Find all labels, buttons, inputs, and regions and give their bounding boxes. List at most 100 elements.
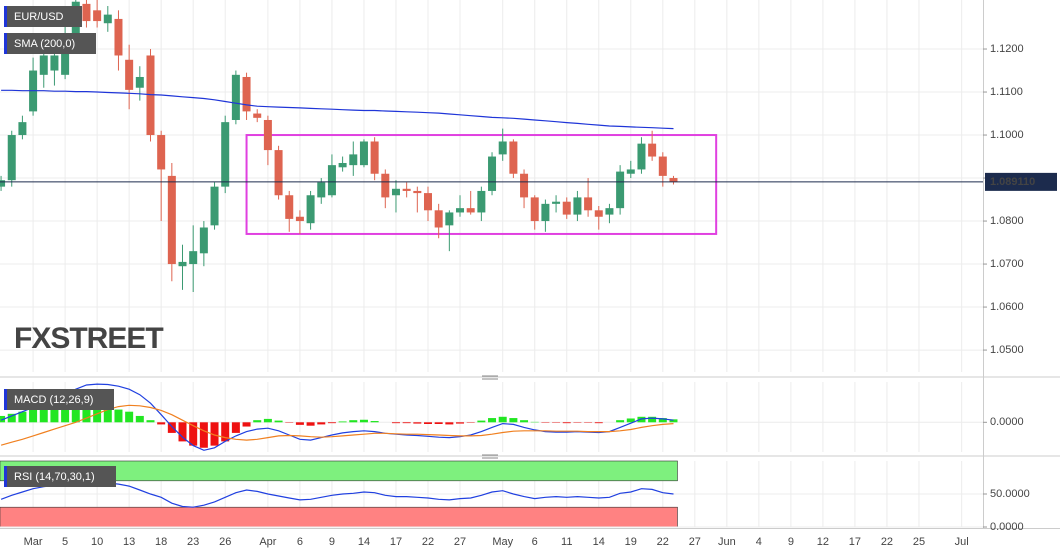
candle-body bbox=[103, 14, 112, 24]
x-tick-label: 6 bbox=[532, 536, 538, 548]
histogram-bar bbox=[18, 411, 27, 423]
histogram-bar bbox=[82, 405, 91, 423]
label-stripe bbox=[4, 466, 7, 487]
x-tick-label: Apr bbox=[259, 536, 276, 548]
candle-body bbox=[50, 55, 59, 71]
candle-body bbox=[520, 173, 529, 198]
candle-body bbox=[61, 36, 70, 75]
candle-body bbox=[391, 188, 400, 196]
histogram-bar bbox=[498, 416, 507, 423]
histogram-bar bbox=[306, 422, 315, 426]
histogram-bar bbox=[157, 422, 166, 425]
label-bg bbox=[4, 389, 114, 410]
histogram-bar bbox=[114, 409, 123, 423]
candle-body bbox=[146, 55, 155, 136]
candle-body bbox=[541, 203, 550, 222]
candle-body bbox=[637, 143, 646, 170]
candle-body bbox=[381, 173, 390, 198]
histogram-bar bbox=[317, 422, 326, 425]
last-price-label: 1.089110 bbox=[990, 176, 1035, 188]
x-tick-label: 27 bbox=[689, 536, 701, 548]
x-tick-label: Mar bbox=[24, 536, 43, 548]
y-tick-label: 0.0000 bbox=[990, 416, 1024, 428]
watermark: FXSTREET bbox=[14, 322, 163, 355]
macd-line bbox=[0, 383, 674, 451]
candle-body bbox=[359, 141, 368, 166]
label-stripe bbox=[4, 6, 7, 27]
candle-body bbox=[413, 190, 422, 194]
candle-body bbox=[157, 135, 166, 170]
y-tick-label: 50.0000 bbox=[990, 488, 1030, 500]
candle-body bbox=[178, 261, 187, 267]
candle-body bbox=[93, 10, 102, 22]
histogram-bar bbox=[274, 420, 283, 423]
histogram-bar bbox=[594, 422, 603, 424]
histogram-bar bbox=[669, 419, 678, 423]
candle-body bbox=[338, 162, 347, 168]
y-tick-label: 1.0600 bbox=[990, 301, 1024, 313]
x-tick-label: 18 bbox=[155, 536, 167, 548]
histogram-bar bbox=[178, 422, 187, 442]
histogram-bar bbox=[231, 422, 240, 433]
candle-body bbox=[402, 188, 411, 191]
histogram-bar bbox=[413, 422, 422, 424]
candle-body bbox=[626, 169, 635, 174]
candle-body bbox=[285, 195, 294, 219]
sma-label: SMA (200,0) bbox=[14, 38, 75, 50]
x-tick-label: 6 bbox=[297, 536, 303, 548]
candle-body bbox=[552, 201, 561, 204]
histogram-bar bbox=[61, 405, 70, 423]
legend-box: EUR/USD SMA (200,0) MACD (12,26,9) RSI (… bbox=[4, 6, 116, 487]
y-tick-label: 1.1100 bbox=[990, 86, 1023, 98]
histogram-bar bbox=[39, 407, 48, 423]
histogram-bar bbox=[509, 418, 518, 423]
candle-body bbox=[18, 122, 27, 136]
candle-body bbox=[295, 216, 304, 222]
candle-body bbox=[370, 141, 379, 174]
histogram-bar bbox=[402, 422, 411, 424]
histogram-bar bbox=[338, 421, 347, 423]
histogram-bar bbox=[103, 407, 112, 423]
histogram-bar bbox=[50, 406, 59, 423]
candle-body bbox=[466, 208, 475, 213]
candle-body bbox=[199, 227, 208, 254]
candle-body bbox=[573, 197, 582, 215]
candle-body bbox=[669, 178, 678, 182]
candle-body bbox=[135, 76, 144, 88]
histogram-bar bbox=[7, 413, 16, 423]
candle-body bbox=[616, 171, 625, 209]
histogram-bar bbox=[210, 422, 219, 446]
x-tick-label: 10 bbox=[91, 536, 103, 548]
x-tick-label: 9 bbox=[329, 536, 335, 548]
histogram-bar bbox=[221, 422, 230, 442]
candle-body bbox=[648, 143, 657, 157]
histogram-bar bbox=[359, 419, 368, 423]
candle-body bbox=[242, 76, 251, 112]
candle-body bbox=[498, 141, 507, 155]
candle-body bbox=[274, 150, 283, 196]
rsi-band bbox=[0, 460, 678, 482]
y-tick-label: 1.1000 bbox=[990, 129, 1024, 141]
x-tick-label: 26 bbox=[219, 536, 231, 548]
histogram-bar bbox=[199, 422, 208, 448]
histogram-bar bbox=[253, 420, 262, 423]
x-tick-label: May bbox=[492, 536, 513, 548]
x-tick-label: 22 bbox=[657, 536, 669, 548]
y-tick-label: 1.0500 bbox=[990, 344, 1024, 356]
candle-body bbox=[509, 141, 518, 174]
histogram-bar bbox=[370, 421, 379, 423]
candle-body bbox=[253, 113, 262, 118]
histogram-bar bbox=[477, 420, 486, 423]
x-tick-label: 9 bbox=[788, 536, 794, 548]
candle-body bbox=[594, 210, 603, 217]
histogram-bar bbox=[626, 418, 635, 423]
histogram-bar bbox=[616, 420, 625, 423]
x-tick-label: 22 bbox=[881, 536, 893, 548]
candle-body bbox=[584, 197, 593, 211]
label-stripe bbox=[4, 389, 7, 410]
histogram-bar bbox=[562, 422, 571, 424]
x-tick-label: 23 bbox=[187, 536, 199, 548]
x-tick-label: 14 bbox=[358, 536, 370, 548]
